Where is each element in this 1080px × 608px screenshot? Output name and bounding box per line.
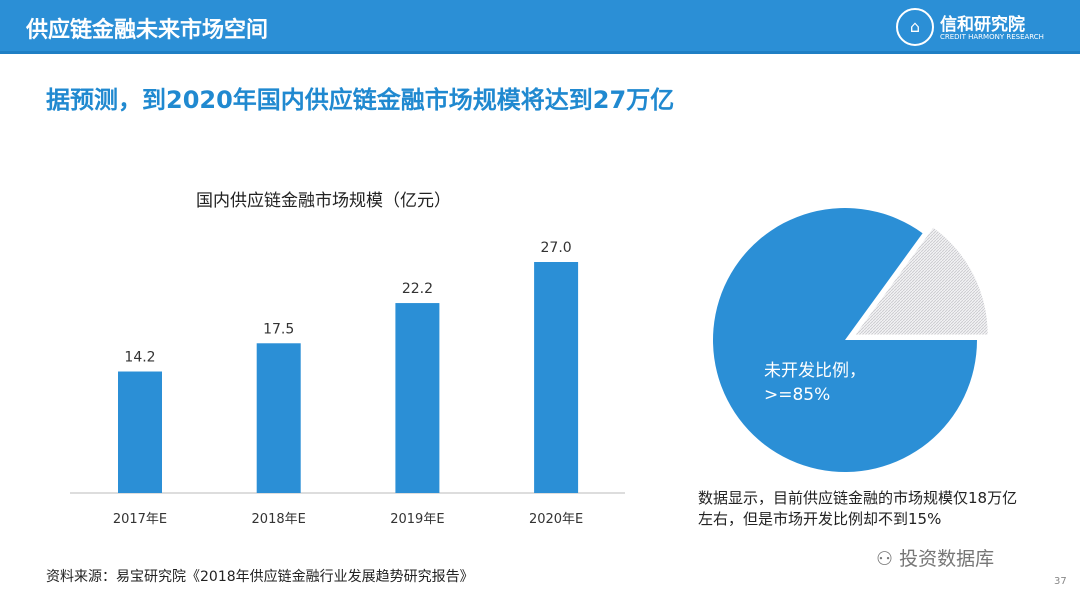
logo-seal-icon: ⌂ <box>896 8 934 46</box>
x-tick-label: 2017年E <box>113 512 167 527</box>
logo-name: 信和研究院 <box>940 15 1025 35</box>
bar <box>395 303 440 493</box>
watermark: ⚇ 投资数据库 <box>876 548 995 570</box>
pie-slice <box>713 207 977 472</box>
source-note: 资料来源：易宝研究院《2018年供应链金融行业发展趋势研究报告》 <box>46 569 474 585</box>
watermark-text: 投资数据库 <box>899 548 995 570</box>
bar-value-label: 27.0 <box>541 240 572 256</box>
pie-slice <box>855 227 988 335</box>
bar <box>118 371 162 493</box>
chart-title: 国内供应链金融市场规模（亿元） <box>196 191 451 211</box>
headline: 据预测，到2020年国内供应链金融市场规模将达到27万亿 <box>46 86 675 114</box>
pie-label: 未开发比例， >=85% <box>764 359 866 407</box>
slide-title: 供应链金融未来市场空间 <box>26 18 269 43</box>
bar-value-label: 14.2 <box>124 350 155 366</box>
bar-value-label: 17.5 <box>263 321 294 337</box>
bar <box>256 343 301 493</box>
x-tick-label: 2019年E <box>390 512 444 527</box>
logo-english: CREDIT HARMONY RESEARCH <box>940 33 1044 41</box>
x-tick-label: 2020年E <box>529 512 583 527</box>
data-note: 数据显示，目前供应链金融的市场规模仅18万亿左右，但是市场开发比例却不到15% <box>698 489 1018 528</box>
page-number: 37 <box>1054 576 1067 587</box>
bar <box>534 262 579 493</box>
x-tick-label: 2018年E <box>252 512 306 527</box>
header-bar: 供应链金融未来市场空间 ⌂ 信和研究院 CREDIT HARMONY RESEA… <box>0 0 1080 54</box>
pie-label-line1: 未开发比例， <box>764 361 866 381</box>
pie-label-line2: >=85% <box>764 385 831 405</box>
bar-value-label: 22.2 <box>402 281 433 297</box>
